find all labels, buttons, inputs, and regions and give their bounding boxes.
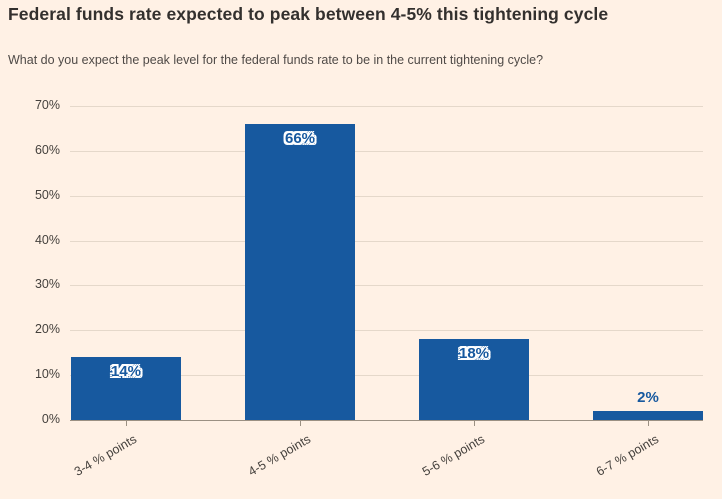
bar-4-5-points: 66% xyxy=(245,123,355,420)
y-tick-label: 50% xyxy=(34,187,60,202)
x-tick-mark xyxy=(474,420,475,426)
y-tick-label: 20% xyxy=(34,322,60,337)
x-category-label: 3-4 % points xyxy=(71,432,139,479)
x-tick-mark xyxy=(648,420,649,426)
y-tick-label: 60% xyxy=(34,142,60,157)
y-tick-label: 0% xyxy=(41,412,60,426)
bar-6-7-points: 2% xyxy=(593,389,703,420)
chart-title: Federal funds rate expected to peak betw… xyxy=(8,4,609,24)
x-category-label: 6-7 % points xyxy=(593,432,661,479)
gridline xyxy=(70,106,703,107)
bar-value-label: 18% xyxy=(458,345,490,363)
bar-value-label: 66% xyxy=(284,129,316,147)
gridline xyxy=(70,375,703,377)
bar-5-6-points: 18% xyxy=(419,339,529,420)
x-category-label: 4-5 % points xyxy=(245,432,313,479)
x-tick-mark xyxy=(300,420,301,426)
chart-subtitle: What do you expect the peak level for th… xyxy=(8,53,544,67)
gridline xyxy=(70,330,703,332)
gridline xyxy=(70,240,703,242)
bar-3-4-points: 14% xyxy=(71,357,181,420)
gridline xyxy=(70,150,703,152)
y-tick-label: 10% xyxy=(34,367,60,382)
x-tick-mark xyxy=(126,420,127,426)
plot-area: 70% 60% 50% 40% 30% 20% 10% 0% 14% 66% 1… xyxy=(35,98,703,479)
bar-value-label: 2% xyxy=(637,389,659,407)
gridline xyxy=(70,285,703,287)
y-tick-label: 40% xyxy=(34,232,60,247)
x-axis-line xyxy=(70,420,703,421)
y-tick-label: 70% xyxy=(34,98,60,112)
gridline xyxy=(70,195,703,197)
y-tick-label: 30% xyxy=(34,277,60,292)
x-category-label: 5-6 % points xyxy=(419,432,487,479)
bar-value-label: 14% xyxy=(110,363,142,381)
